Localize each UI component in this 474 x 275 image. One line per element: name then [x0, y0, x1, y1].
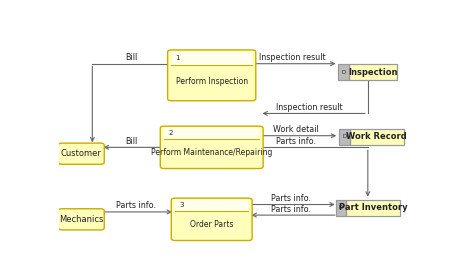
Text: Part Inventory: Part Inventory	[338, 203, 407, 212]
Text: 1: 1	[176, 55, 180, 61]
Bar	[338, 64, 349, 80]
FancyBboxPatch shape	[58, 209, 104, 230]
FancyBboxPatch shape	[160, 126, 263, 169]
Bar	[164, 128, 259, 139]
Text: Bill: Bill	[125, 53, 137, 62]
Text: Mechanics: Mechanics	[59, 215, 103, 224]
Text: Inspection result: Inspection result	[276, 103, 342, 112]
Bar	[350, 129, 404, 145]
Text: Bill: Bill	[126, 137, 138, 146]
Text: Parts info.: Parts info.	[117, 202, 156, 210]
Text: Inspection: Inspection	[348, 68, 398, 77]
Bar	[336, 200, 346, 216]
Bar	[349, 64, 397, 80]
Text: Parts info.: Parts info.	[271, 205, 310, 214]
Text: Inspection result: Inspection result	[259, 53, 326, 62]
Text: 2: 2	[168, 130, 173, 136]
Text: Work detail: Work detail	[273, 125, 319, 134]
Bar	[339, 129, 350, 145]
Text: Perform Inspection: Perform Inspection	[176, 77, 248, 86]
Bar	[346, 200, 400, 216]
Text: 3: 3	[179, 202, 184, 208]
Text: Perform Maintenance/Repairing: Perform Maintenance/Repairing	[151, 148, 273, 157]
Text: Order Parts: Order Parts	[190, 220, 234, 229]
Text: D: D	[342, 134, 346, 139]
FancyBboxPatch shape	[171, 198, 252, 241]
FancyBboxPatch shape	[168, 50, 256, 101]
Text: D: D	[339, 205, 343, 210]
Text: Parts info.: Parts info.	[276, 137, 316, 146]
Text: D: D	[341, 70, 346, 75]
Bar	[175, 200, 248, 211]
FancyBboxPatch shape	[58, 143, 104, 164]
Bar	[172, 52, 252, 65]
Text: Customer: Customer	[61, 149, 102, 158]
Text: Work Record: Work Record	[346, 132, 407, 141]
Text: Parts info.: Parts info.	[271, 194, 310, 203]
